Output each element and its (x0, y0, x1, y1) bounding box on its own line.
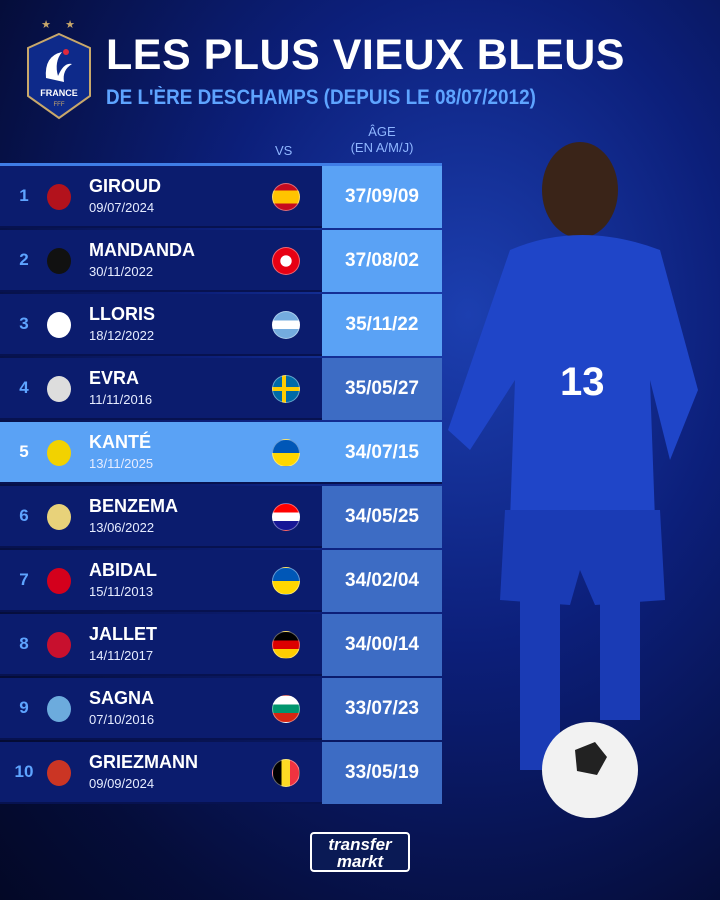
ogc-nice-crest-icon (47, 632, 71, 658)
player-name: JALLET (89, 624, 158, 644)
match-date: 13/06/2022 (89, 520, 155, 535)
ukraine-flag-icon (272, 439, 300, 467)
table-row: 5 KANTÉ 13/11/2025 34/07/15 (0, 422, 442, 484)
rank: 5 (19, 442, 29, 461)
age-cell: 35/05/27 (322, 358, 442, 420)
table-row: 9 SAGNA 07/10/2016 33/07/23 (0, 678, 442, 740)
age-cell: 33/07/23 (322, 678, 442, 740)
age-cell: 35/11/22 (322, 294, 442, 356)
rank: 8 (19, 634, 29, 653)
player-name: GIROUD (89, 176, 161, 196)
transfermarkt-logo: transfer markt (310, 832, 410, 872)
age-cell: 33/05/19 (322, 742, 442, 804)
argentina-flag-icon (272, 311, 300, 339)
tottenham-crest-icon (47, 312, 71, 338)
age-cell: 34/00/14 (322, 614, 442, 676)
ukraine-flag-icon (272, 567, 300, 595)
match-date: 15/11/2013 (89, 584, 154, 599)
table-row: 10 GRIEZMANN 09/09/2024 33/05/19 (0, 742, 442, 804)
atletico-madrid-crest-icon (47, 760, 71, 786)
table-row: 4 EVRA 11/11/2016 35/05/27 (0, 358, 442, 420)
column-header-age: ÂGE (EN A/M/J) (322, 124, 442, 156)
rank: 3 (19, 314, 29, 333)
match-date: 09/09/2024 (89, 776, 155, 791)
rank: 6 (19, 506, 29, 525)
match-date: 14/11/2017 (89, 648, 154, 663)
player-name: BENZEMA (89, 496, 178, 516)
rank: 10 (14, 762, 34, 781)
rank: 2 (19, 250, 29, 269)
divider (0, 163, 442, 166)
manchester-city-crest-icon (47, 696, 71, 722)
rank: 4 (19, 378, 29, 397)
age-cell: 34/02/04 (322, 550, 442, 612)
player-name: GRIEZMANN (89, 752, 198, 772)
player-name: LLORIS (89, 304, 155, 324)
table-row: 7 ABIDAL 15/11/2013 34/02/04 (0, 550, 442, 612)
as-monaco-crest-icon (47, 568, 71, 594)
table-row: 3 LLORIS 18/12/2022 35/11/22 (0, 294, 442, 356)
rank: 7 (19, 570, 29, 589)
spain-flag-icon (272, 183, 300, 211)
player-name: SAGNA (89, 688, 155, 708)
table-row: 6 BENZEMA 13/06/2022 34/05/25 (0, 486, 442, 548)
age-cell: 34/07/15 (345, 442, 419, 463)
svg-text:FFF: FFF (54, 102, 65, 108)
player-name: MANDANDA (89, 240, 195, 260)
svg-text:FRANCE: FRANCE (40, 88, 78, 98)
age-cell: 34/05/25 (322, 486, 442, 548)
match-date: 30/11/2022 (89, 264, 154, 279)
al-ittihad-crest-icon (47, 440, 71, 466)
player-photo: 13 (448, 142, 698, 818)
real-madrid-crest-icon (47, 504, 71, 530)
croatia-flag-icon (272, 503, 300, 531)
table-row: 2 MANDANDA 30/11/2022 37/08/02 (0, 230, 442, 292)
rank: 9 (19, 698, 29, 717)
page-title: LES PLUS VIEUX BLEUS (106, 31, 625, 79)
match-date: 13/11/2025 (89, 456, 154, 471)
belgium-flag-icon (272, 759, 300, 787)
player-name: ABIDAL (89, 560, 157, 580)
column-header-vs: VS (275, 143, 293, 158)
juventus-crest-icon (47, 376, 71, 402)
age-cell: 37/08/02 (322, 230, 442, 292)
tunisia-flag-icon (272, 247, 300, 275)
player-name: KANTÉ (89, 432, 151, 452)
stade-rennais-crest-icon (47, 248, 71, 274)
svg-text:13: 13 (560, 360, 605, 404)
page-subtitle: DE L'ÈRE DESCHAMPS (DEPUIS LE 08/07/2012… (106, 86, 536, 109)
table-row: 8 JALLET 14/11/2017 34/00/14 (0, 614, 442, 676)
match-date: 11/11/2016 (89, 392, 153, 407)
ac-milan-crest-icon (47, 184, 71, 210)
fff-logo: ★ ★ FRANCE FFF (27, 19, 91, 120)
svg-text:★: ★ (41, 19, 51, 31)
match-date: 07/10/2016 (89, 712, 155, 727)
match-date: 09/07/2024 (89, 200, 155, 215)
germany-flag-icon (272, 631, 300, 659)
bulgaria-flag-icon (272, 695, 300, 723)
table-row: 1 GIROUD 09/07/2024 37/09/09 (0, 166, 442, 228)
rank: 1 (19, 186, 29, 205)
age-header-line2: (EN A/M/J) (350, 140, 414, 155)
sweden-flag-icon (272, 375, 300, 403)
match-date: 18/12/2022 (89, 328, 155, 343)
age-cell: 37/09/09 (322, 166, 442, 228)
svg-text:★: ★ (65, 19, 75, 31)
age-header-line1: ÂGE (368, 124, 396, 139)
player-name: EVRA (89, 368, 140, 388)
